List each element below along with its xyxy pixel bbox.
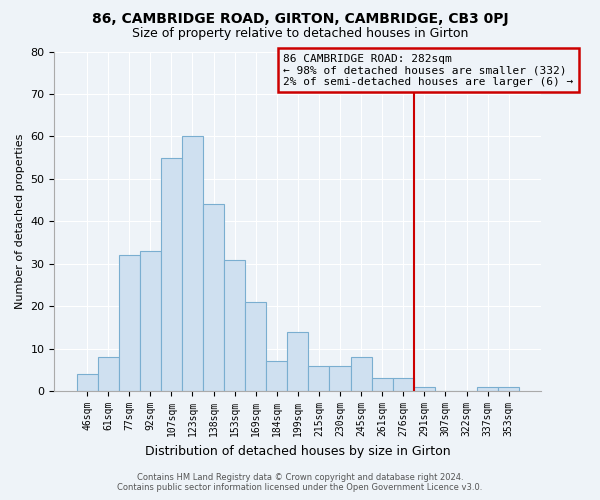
Bar — [77, 374, 98, 391]
X-axis label: Distribution of detached houses by size in Girton: Distribution of detached houses by size … — [145, 444, 451, 458]
Bar — [329, 366, 350, 391]
Bar — [393, 378, 414, 391]
Text: 86 CAMBRIDGE ROAD: 282sqm
← 98% of detached houses are smaller (332)
2% of semi-: 86 CAMBRIDGE ROAD: 282sqm ← 98% of detac… — [283, 54, 574, 87]
Bar — [161, 158, 182, 391]
Bar — [140, 251, 161, 391]
Bar — [414, 387, 435, 391]
Bar — [477, 387, 498, 391]
Bar — [350, 357, 371, 391]
Bar — [224, 260, 245, 391]
Text: 86, CAMBRIDGE ROAD, GIRTON, CAMBRIDGE, CB3 0PJ: 86, CAMBRIDGE ROAD, GIRTON, CAMBRIDGE, C… — [92, 12, 508, 26]
Bar — [203, 204, 224, 391]
Text: Size of property relative to detached houses in Girton: Size of property relative to detached ho… — [132, 28, 468, 40]
Bar — [119, 256, 140, 391]
Bar — [182, 136, 203, 391]
Bar — [287, 332, 308, 391]
Bar — [98, 357, 119, 391]
Bar — [266, 362, 287, 391]
Bar — [308, 366, 329, 391]
Bar — [245, 302, 266, 391]
Bar — [371, 378, 393, 391]
Text: Contains HM Land Registry data © Crown copyright and database right 2024.
Contai: Contains HM Land Registry data © Crown c… — [118, 473, 482, 492]
Bar — [498, 387, 519, 391]
Y-axis label: Number of detached properties: Number of detached properties — [15, 134, 25, 309]
